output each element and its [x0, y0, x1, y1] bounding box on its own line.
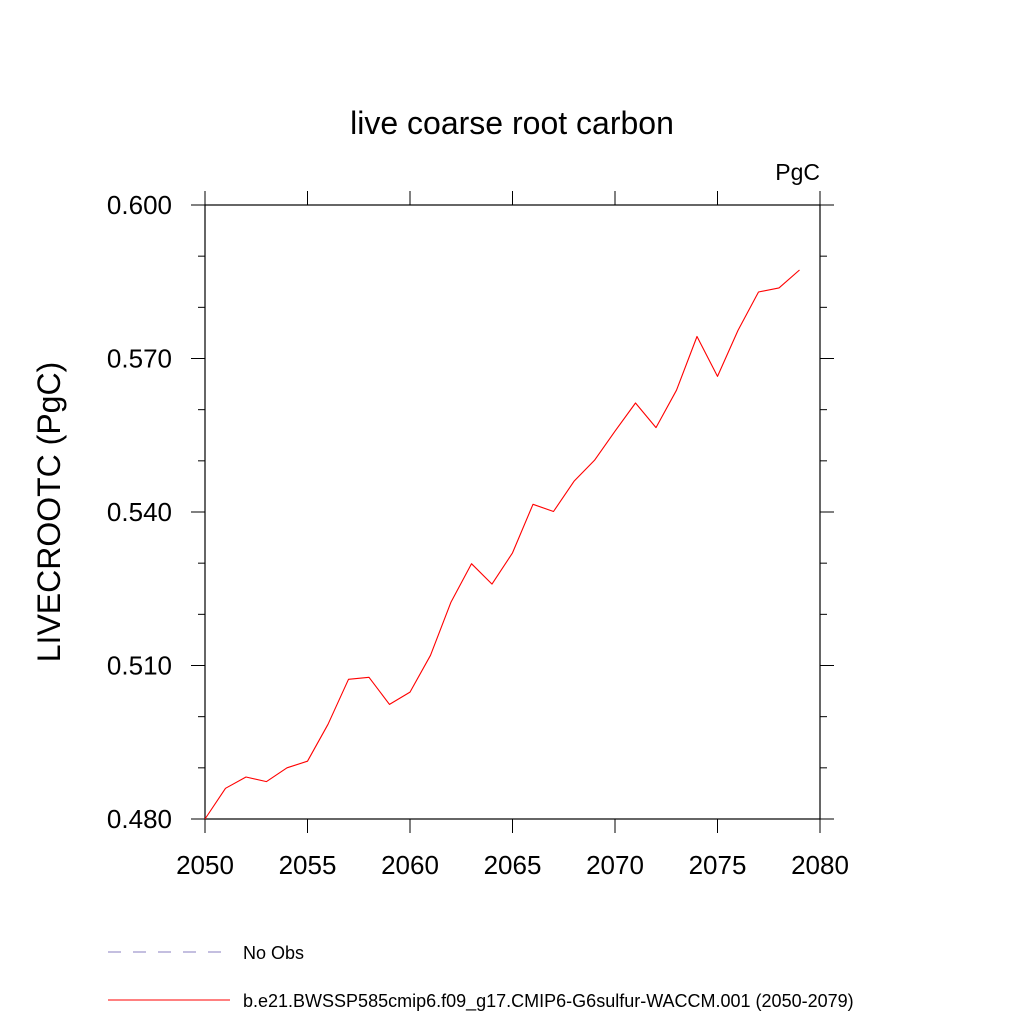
legend: No Obs b.e21.BWSSP585cmip6.f09_g17.CMIP6-…	[108, 943, 854, 1012]
y-tick-label: 0.480	[107, 804, 172, 834]
plot-frame	[204, 204, 821, 820]
x-tick-label: 2060	[381, 850, 439, 880]
x-tick-label: 2055	[279, 850, 337, 880]
x-tick-label: 2070	[586, 850, 644, 880]
x-tick-label: 2075	[689, 850, 747, 880]
chart-title: live coarse root carbon	[350, 105, 674, 141]
y-tick-label: 0.510	[107, 651, 172, 681]
y-axis-label: LIVECROOTC (PgC)	[31, 362, 67, 662]
axis-tick-labels: 2050 2055 2060 2065 2070 2075 2080 0.480 0.510 0.…	[107, 190, 849, 880]
y-tick-label: 0.600	[107, 190, 172, 220]
x-tick-label: 2065	[484, 850, 542, 880]
x-tick-label: 2080	[791, 850, 849, 880]
y-tick-label: 0.540	[107, 497, 172, 527]
legend-label: b.e21.BWSSP585cmip6.f09_g17.CMIP6-G6sulf…	[243, 991, 854, 1012]
x-tick-label: 2050	[176, 850, 234, 880]
axis-ticks	[191, 191, 834, 833]
units-label: PgC	[775, 159, 820, 185]
series-lines	[204, 269, 800, 820]
y-tick-label: 0.570	[107, 344, 172, 374]
series-line	[204, 269, 800, 820]
legend-label: No Obs	[243, 943, 304, 963]
